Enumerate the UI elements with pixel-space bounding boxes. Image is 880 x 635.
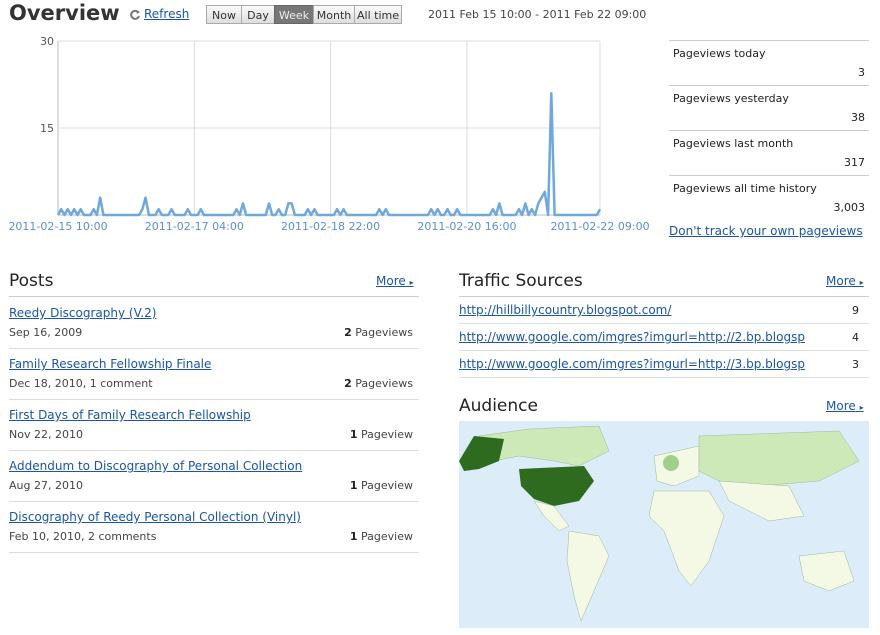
post-meta: Feb 10, 2010, 2 comments (9, 530, 157, 543)
posts-title: Posts (9, 271, 54, 291)
post-title[interactable]: Addendum to Discography of Personal Coll… (9, 459, 303, 473)
traffic-row: http://www.google.com/imgres?imgurl=http… (459, 351, 869, 378)
traffic-url[interactable]: http://www.google.com/imgres?imgurl=http… (459, 330, 805, 344)
stat-label: Pageviews last month (673, 137, 794, 150)
post-title[interactable]: Family Research Fellowship Finale (9, 357, 212, 371)
range-button[interactable]: Month (313, 5, 355, 24)
x-tick-label: 2011-02-15 10:00 (8, 220, 107, 233)
pageview-count: 1 (349, 479, 358, 492)
traffic-more[interactable]: More ▸ (826, 274, 864, 288)
pageview-unit: Pageview (361, 479, 413, 492)
stat-label: Pageviews yesterday (673, 92, 789, 105)
traffic-title: Traffic Sources (459, 271, 583, 291)
range-button[interactable]: Week (274, 5, 314, 24)
divider (9, 296, 419, 297)
stat-row: Pageviews last month 317 (669, 130, 869, 176)
stat-row: Pageviews all time history 3,003 (669, 175, 869, 221)
traffic-row: http://hillbillycountry.blogspot.com/9 (459, 297, 869, 324)
range-button[interactable]: Day (241, 5, 275, 24)
stat-row: Pageviews yesterday 38 (669, 85, 869, 131)
pageview-count: 2 (344, 326, 352, 339)
page-title: Overview (9, 1, 120, 25)
post-meta: Sep 16, 2009 (9, 326, 83, 339)
traffic-url[interactable]: http://www.google.com/imgres?imgurl=http… (459, 357, 805, 371)
pageview-count: 1 (349, 428, 358, 441)
range-button[interactable]: Now (206, 5, 242, 24)
audience-title: Audience (459, 396, 538, 416)
stat-label: Pageviews all time history (673, 182, 817, 195)
pageview-unit: Pageviews (355, 326, 413, 339)
post-pageviews: 2 Pageviews (344, 326, 413, 339)
refresh-icon (130, 9, 140, 20)
post-row: Reedy Discography (V.2) Sep 16, 2009 2 Pag… (9, 297, 419, 349)
x-tick-label: 2011-02-17 04:00 (145, 220, 244, 233)
traffic-row: http://www.google.com/imgres?imgurl=http… (459, 324, 869, 351)
y-tick-label: 15 (40, 122, 54, 135)
post-pageviews: 1 Pageview (350, 428, 413, 441)
stat-value: 3 (858, 66, 865, 79)
posts-more[interactable]: More ▸ (376, 274, 414, 288)
range-button[interactable]: All time (354, 5, 402, 24)
post-row: Discography of Reedy Personal Collection… (9, 501, 419, 553)
refresh-link[interactable]: Refresh (144, 7, 190, 21)
post-pageviews: 1 Pageview (350, 479, 413, 492)
series-line (56, 91, 602, 217)
y-tick-label: 30 (40, 35, 54, 48)
pageview-count: 2 (344, 377, 352, 390)
x-tick-label: 2011-02-20 16:00 (417, 220, 516, 233)
date-range: 2011 Feb 15 10:00 - 2011 Feb 22 09:00 (428, 8, 647, 21)
post-title[interactable]: First Days of Family Research Fellowship (9, 408, 251, 422)
post-meta: Nov 22, 2010 (9, 428, 83, 441)
post-pageviews: 2 Pageviews (344, 377, 413, 390)
world-map (459, 421, 869, 628)
post-title[interactable]: Discography of Reedy Personal Collection… (9, 510, 301, 524)
post-row: Family Research Fellowship Finale Dec 18,… (9, 348, 419, 400)
post-row: First Days of Family Research Fellowship… (9, 399, 419, 451)
pageview-unit: Pageview (361, 530, 413, 543)
pageview-count: 1 (349, 530, 358, 543)
audience-more[interactable]: More ▸ (826, 399, 864, 413)
post-title[interactable]: Reedy Discography (V.2) (9, 306, 157, 320)
more-text[interactable]: More (826, 274, 856, 288)
stat-row: Pageviews today 3 (669, 40, 869, 86)
x-tick-label: 2011-02-18 22:00 (281, 220, 380, 233)
traffic-count: 9 (852, 304, 859, 317)
stat-value: 317 (844, 156, 865, 169)
traffic-count: 3 (852, 358, 859, 371)
post-pageviews: 1 Pageview (350, 530, 413, 543)
traffic-url[interactable]: http://hillbillycountry.blogspot.com/ (459, 303, 672, 317)
post-row: Addendum to Discography of Personal Coll… (9, 450, 419, 502)
stat-value: 3,003 (833, 201, 866, 214)
x-tick-label: 2011-02-22 09:00 (550, 220, 649, 233)
pageview-unit: Pageview (361, 428, 413, 441)
dont-track-link[interactable]: Don't track your own pageviews (669, 224, 863, 238)
chart: 15 30 2011-02-15 10:00 2011-02-17 04:00 2011… (8, 35, 649, 233)
post-meta: Dec 18, 2010, 1 comment (9, 377, 153, 390)
more-text[interactable]: More (376, 274, 406, 288)
stat-label: Pageviews today (673, 47, 766, 60)
post-meta: Aug 27, 2010 (9, 479, 83, 492)
pageview-unit: Pageviews (355, 377, 413, 390)
traffic-count: 4 (852, 331, 859, 344)
divider (459, 296, 869, 297)
more-text[interactable]: More (826, 399, 856, 413)
stat-value: 38 (851, 111, 865, 124)
